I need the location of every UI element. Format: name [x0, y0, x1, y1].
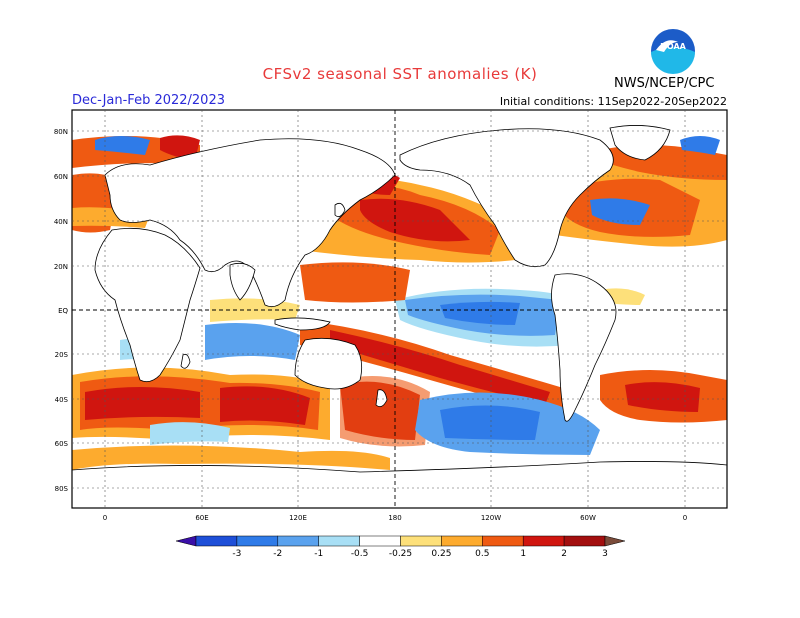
organization-label: NWS/NCEP/CPC [614, 76, 715, 91]
lat-label-20n: 20N [54, 263, 68, 271]
season-label: Dec-Jan-Feb 2022/2023 [72, 93, 225, 108]
lat-label-60s: 60S [55, 440, 69, 448]
colorbar-label: 3 [602, 549, 608, 559]
longitude-labels: 0 60E 120E 180 120W 60W 0 [103, 514, 687, 522]
colorbar-segment [236, 535, 279, 547]
colorbar-segment [277, 535, 319, 547]
colorbar-label: -0.5 [351, 549, 369, 559]
colorbar-label: 2 [561, 549, 567, 559]
colorbar-segment [195, 535, 238, 547]
colorbar: -3 -2 -1 -0.5 -0.25 0.25 0.5 1 2 3 [175, 535, 626, 559]
gridlines [72, 110, 727, 508]
lon-label-60w: 60W [580, 514, 596, 522]
colorbar-segment [359, 535, 401, 547]
colorbar-label: 0.25 [431, 549, 451, 559]
lat-label-60n: 60N [54, 173, 68, 181]
initial-conditions-label: Initial conditions: 11Sep2022-20Sep2022 [499, 95, 727, 108]
lat-label-80s: 80S [55, 485, 69, 493]
anomaly-field [72, 110, 727, 508]
logo-text: NOAA [660, 42, 686, 51]
lon-label-0-west: 0 [103, 514, 107, 522]
reference-lines [72, 110, 727, 508]
lon-label-120w: 120W [481, 514, 501, 522]
colorbar-label: 1 [520, 549, 526, 559]
lon-label-180: 180 [388, 514, 401, 522]
lat-label-eq: EQ [58, 307, 68, 315]
lon-label-60e: 60E [195, 514, 208, 522]
colorbar-arrow-low [175, 535, 197, 547]
lat-label-40s: 40S [55, 396, 69, 404]
colorbar-segment [400, 535, 442, 547]
lat-label-80n: 80N [54, 128, 68, 136]
lat-label-20s: 20S [55, 351, 69, 359]
colorbar-segment [563, 535, 606, 547]
colorbar-segment [318, 535, 360, 547]
colorbar-segment [482, 535, 524, 547]
colorbar-label: -3 [232, 549, 241, 559]
colorbar-segment [522, 535, 565, 547]
lat-label-40n: 40N [54, 218, 68, 226]
colorbar-label: -2 [273, 549, 282, 559]
colorbar-label: -1 [314, 549, 323, 559]
land-outlines [72, 125, 727, 508]
lon-label-0-east: 0 [683, 514, 687, 522]
colorbar-segment [441, 535, 483, 547]
chart-title: CFSv2 seasonal SST anomalies (K) [262, 65, 538, 83]
colorbar-label: -0.25 [389, 549, 412, 559]
colorbar-arrow-high [604, 535, 626, 547]
lon-label-120e: 120E [289, 514, 307, 522]
latitude-labels: 80N 60N 40N 20N EQ 20S 40S 60S 80S [54, 128, 69, 493]
noaa-logo: NOAA [651, 29, 695, 74]
map-frame [71, 109, 728, 509]
colorbar-label: 0.5 [475, 549, 489, 559]
